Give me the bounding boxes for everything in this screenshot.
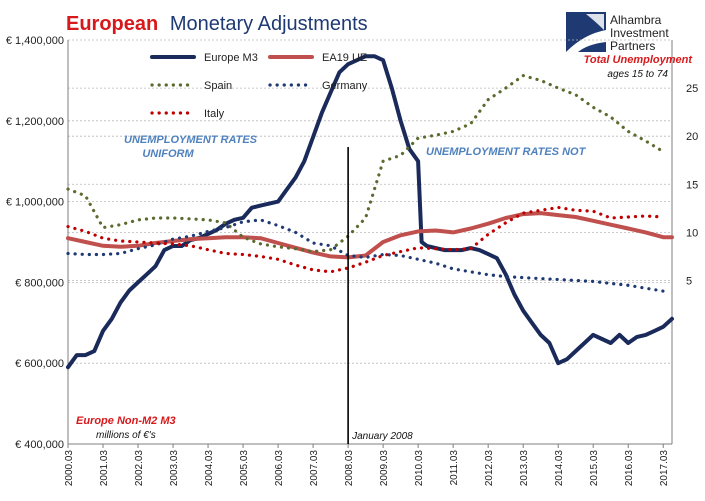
left-axis-tick-label: € 800,000 — [15, 277, 64, 289]
x-axis-tick-label: 2005.03 — [239, 450, 250, 487]
series-line-europe-m3 — [66, 54, 674, 370]
legend-label-germany: Germany — [322, 80, 368, 92]
legend-label-spain: Spain — [204, 80, 232, 92]
x-axis-tick-label: 2013.03 — [519, 450, 530, 487]
x-axis-tick-label: 2002.03 — [134, 450, 145, 487]
x-axis-tick-label: 2008.03 — [344, 450, 355, 487]
x-axis-tick-label: 2011.03 — [449, 450, 460, 486]
alhambra-logo: Alhambra Investment Partners — [566, 12, 669, 53]
x-axis-tick-label: 2004.03 — [204, 450, 215, 487]
x-axis-tick-label: 2006.03 — [274, 450, 285, 487]
series-line-spain — [66, 73, 665, 254]
legend-label-ea19-ue: EA19 UE — [322, 52, 367, 64]
x-axis-tick-label: 2017.03 — [659, 450, 670, 487]
logo-line-3: Partners — [610, 39, 655, 53]
x-axis-tick-label: 2000.03 — [64, 450, 75, 487]
europe-non-m2-m3-label: Europe Non-M2 M3 — [76, 415, 176, 427]
x-axis-tick-label: 2016.03 — [624, 450, 635, 487]
series-line-italy — [66, 205, 665, 274]
x-axis-tick-label: 2009.03 — [379, 450, 390, 487]
ages-label: ages 15 to 74 — [607, 69, 668, 80]
legend-label-italy: Italy — [204, 108, 225, 120]
x-axis-tick-label: 2007.03 — [309, 450, 320, 487]
legend: Europe M3 EA19 UE Spain Germany Italy — [150, 52, 368, 120]
x-axis-tick-label: 2001.03 — [99, 450, 110, 487]
total-unemployment-label: Total Unemployment — [584, 54, 694, 66]
logo-wing-icon — [586, 14, 604, 30]
right-axis-tick-label: 10 — [686, 227, 698, 239]
legend-label-europe-m3: Europe M3 — [204, 52, 258, 64]
chart-title-part2: Monetary Adjustments — [170, 13, 368, 35]
x-axis-tick-label: 2014.03 — [554, 450, 565, 487]
logo-line-1: Alhambra — [610, 13, 662, 27]
series-line-ea19-ue — [66, 211, 674, 260]
right-axis-tick-label: 20 — [686, 131, 698, 143]
x-axis-tick-label: 2015.03 — [589, 450, 600, 487]
axes: 5 10 15 20 25 € 400,000 € 600,000 € 800,000 € 1,… — [6, 35, 698, 486]
unemployment-uniform-label-line2: UNIFORM — [142, 148, 194, 160]
unemployment-uniform-label-line1: UNEMPLOYMENT RATES — [124, 134, 258, 146]
left-axis-tick-label: € 400,000 — [15, 439, 64, 451]
left-axis-tick-label: € 600,000 — [15, 358, 64, 370]
january-2008-label: January 2008 — [351, 431, 413, 442]
series-lines — [66, 54, 674, 370]
left-axis-tick-label: € 1,400,000 — [6, 35, 64, 47]
logo-swoosh-icon — [566, 30, 606, 52]
x-axis-tick-label: 2012.03 — [484, 450, 495, 487]
left-axis-tick-label: € 1,000,000 — [6, 197, 64, 209]
x-axis-tick-label: 2003.03 — [169, 450, 180, 487]
left-axis-tick-label: € 1,200,000 — [6, 116, 64, 128]
series-line-germany — [66, 218, 665, 293]
x-axis-tick-label: 2010.03 — [414, 450, 425, 487]
unemployment-not-uniform-label: UNEMPLOYMENT RATES NOT — [426, 146, 587, 158]
right-axis-tick-label: 25 — [686, 83, 698, 95]
right-axis-tick-label: 15 — [686, 179, 698, 191]
millions-of-euros-label: millions of €'s — [96, 430, 156, 441]
right-axis-tick-label: 5 — [686, 275, 692, 287]
logo-line-2: Investment — [610, 26, 669, 40]
chart-title-part1: European — [66, 13, 158, 35]
chart-title: European Monetary Adjustments — [66, 13, 368, 35]
